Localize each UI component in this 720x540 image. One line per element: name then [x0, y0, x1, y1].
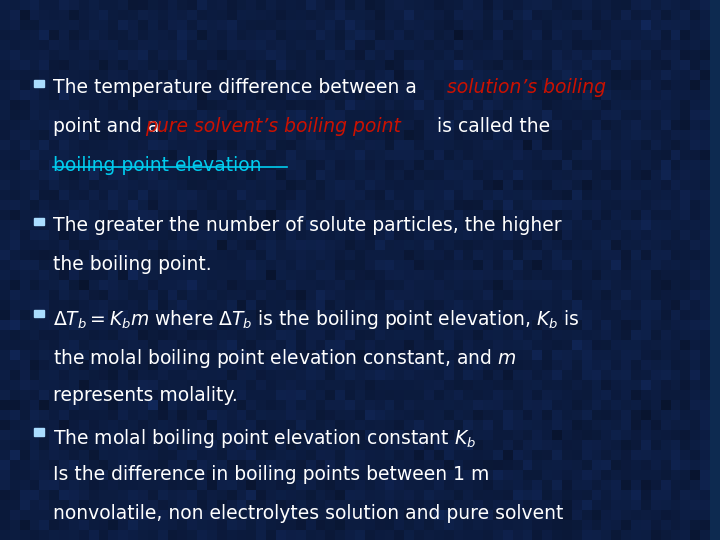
Text: Is the difference in boiling points between 1 m: Is the difference in boiling points betw…	[53, 465, 490, 484]
Text: the boiling point.: the boiling point.	[53, 255, 212, 274]
Text: the molal boiling point elevation constant, and $m$: the molal boiling point elevation consta…	[53, 347, 516, 370]
Bar	[35, 80, 44, 87]
Bar	[35, 429, 44, 435]
Text: $\Delta T_b = K_b m$ where $\Delta T_b$ is the boiling point elevation, $K_b$ is: $\Delta T_b = K_b m$ where $\Delta T_b$ …	[53, 308, 580, 331]
Text: The greater the number of solute particles, the higher: The greater the number of solute particl…	[53, 216, 562, 235]
Text: is called the: is called the	[431, 117, 550, 136]
Text: solution’s boiling: solution’s boiling	[447, 78, 606, 97]
Text: pure solvent’s boiling point: pure solvent’s boiling point	[145, 117, 400, 136]
Text: The temperature difference between a: The temperature difference between a	[53, 78, 423, 97]
Text: point and a: point and a	[53, 117, 166, 136]
Bar	[35, 218, 44, 225]
Text: boiling point elevation: boiling point elevation	[53, 156, 261, 175]
Bar	[35, 309, 44, 316]
Text: The molal boiling point elevation constant $K_b$: The molal boiling point elevation consta…	[53, 427, 477, 450]
Text: represents molality.: represents molality.	[53, 386, 238, 404]
Text: nonvolatile, non electrolytes solution and pure solvent: nonvolatile, non electrolytes solution a…	[53, 504, 564, 523]
